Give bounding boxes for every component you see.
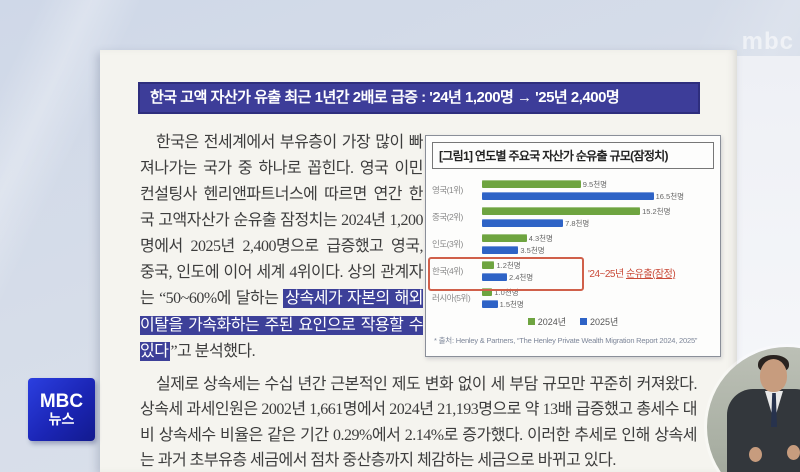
legend-swatch [527,318,535,325]
interpreter-suit [727,389,800,472]
bar-value-label: 16.5천명 [655,191,684,201]
article-paragraph-2: 실제로 상속세는 수십 년간 근본적인 제도 변화 없이 세 부담 규모만 꾸준… [140,376,698,469]
interpreter-right-hand [787,445,800,460]
legend-item: 2024년 [527,315,566,328]
annotation-prefix: '24~25년 [588,269,626,280]
bar-value-label: 1.2천명 [496,260,521,270]
bar-2025년 [482,273,507,281]
chart-row: 영국(1위) 9.5천명 16.5천명 [432,177,720,203]
bar-2024년 [482,288,493,296]
chart-title: [그림1] 연도별 주요국 자산가 순유출 규모(잠정치) [432,142,714,169]
bar-value-label: 2.4천명 [508,272,534,282]
bar-2024년 [482,180,581,188]
interpreter-left-hand [749,447,762,462]
legend-label: 2025년 [590,317,619,327]
annotation-emphasis: 순유출(잠정) [625,269,676,280]
figure1-bar-chart: [그림1] 연도별 주요국 자산가 순유출 규모(잠정치) '24~25년 순유… [425,135,721,357]
korea-annotation: '24~25년 순유출(잠정) [588,265,676,280]
bar-value-label: 1.5천명 [499,299,524,309]
headline-banner: 한국 고액 자산가 유출 최근 1년간 2배로 급증 : '24년 1,200명… [138,82,700,114]
bar-value-label: 4.3천명 [528,233,553,243]
article-paragraph-1: 한국은 전세계에서 부유층이 가장 많이 빠져나가는 국가 중 하나로 꼽힌다.… [140,130,424,365]
chart-source: * 출처: Henley & Partners, “The Henley Pri… [434,336,698,345]
chart-category-label: 인도(3위) [432,239,463,249]
bar-2025년 [482,300,498,308]
chart-category-label: 한국(4위) [432,266,463,276]
mbc-news-badge: MBC 뉴스 [28,378,95,441]
bar-value-label: 9.5천명 [582,179,608,189]
bar-value-label: 1.0천명 [494,287,519,297]
paragraph-1-tail: ”고 분석했다. [170,342,256,360]
legend-label: 2024년 [537,317,566,327]
interpreter-tie [771,393,777,427]
chart-category-label: 영국(1위) [432,185,463,195]
chart-row: 인도(3위) 4.3천명 3.5천명 [432,231,720,257]
sign-language-interpreter [707,347,800,472]
bar-2025년 [482,219,564,227]
chart-row: 러시아(5위) 1.0천명 1.5천명 [432,285,720,311]
bar-value-label: 15.2천명 [642,206,671,216]
bar-2025년 [482,246,519,254]
chart-category-label: 중국(2위) [432,212,463,222]
bar-2024년 [482,261,495,269]
interpreter-face [760,359,787,392]
korea-highlight-box [428,257,584,291]
chart-row: 한국(4위) 1.2천명 2.4천명 [432,258,720,284]
badge-news-text: 뉴스 [48,410,75,427]
legend-item: 2025년 [580,315,618,328]
bar-2024년 [482,234,527,242]
bar-value-label: 7.8천명 [565,218,590,228]
chart-category-label: 러시아(5위) [432,293,471,303]
badge-mbc-text: MBC [39,390,84,412]
bar-2025년 [482,192,654,200]
chart-row: 중국(2위) 15.2천명 7.8천명 [432,204,720,230]
legend-swatch [580,318,587,325]
bar-2024년 [482,207,641,215]
mbc-watermark-logo: mbc [741,28,794,55]
chart-legend: 2024년 2025년 [426,315,720,328]
paragraph-1-text: 한국은 전세계에서 부유층이 가장 많이 빠져나가는 국가 중 하나로 꼽힌다.… [140,134,424,308]
bar-value-label: 3.5천명 [520,245,545,255]
